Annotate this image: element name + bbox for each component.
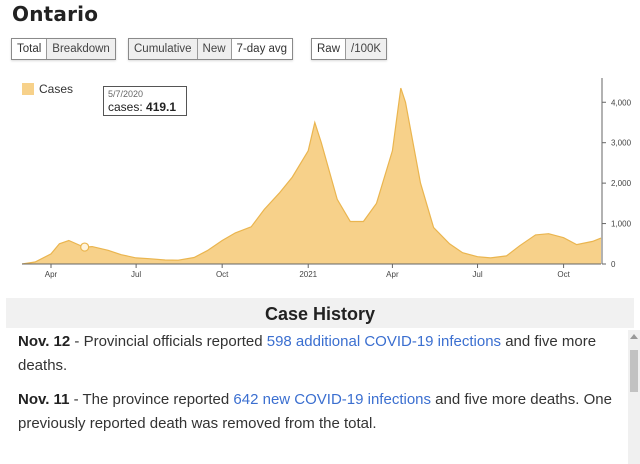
cases-chart[interactable]: 0 1,000 2,000 3,000 4,000 Apr Jul Oct 2021 Apr Jul… <box>0 70 640 288</box>
per-100k-button[interactable]: /100K <box>346 39 387 59</box>
total-breakdown-toggle: Total Breakdown <box>11 38 116 60</box>
entry-text: and five more deaths. <box>18 333 597 374</box>
cumulative-button[interactable]: Cumulative <box>129 39 198 59</box>
x-tick-label: 2021 <box>299 270 317 279</box>
cases-line <box>21 87 602 265</box>
total-button[interactable]: Total <box>12 39 48 59</box>
cases-area <box>22 88 601 264</box>
history-scrollbar[interactable] <box>628 330 640 464</box>
x-tick-label: Apr <box>45 270 58 279</box>
entry-link[interactable]: 598 additional COVID-19 infections <box>266 333 502 350</box>
new-button[interactable]: New <box>197 39 232 59</box>
tooltip-value-line: cases: 419.1 <box>108 100 176 114</box>
y-tick-label: 0 <box>611 260 616 269</box>
cases-area-chart[interactable]: 0 1,000 2,000 3,000 4,000 Apr Jul Oct 2021 Apr Jul… <box>0 70 640 288</box>
history-entry: Nov. 11 - The province reported 642 new … <box>18 388 618 436</box>
tooltip-label: cases: <box>108 100 143 114</box>
legend-label: Cases <box>39 82 74 96</box>
tooltip-value: 419.1 <box>146 100 177 114</box>
scale-toggle: Raw /100K <box>311 38 388 60</box>
entry-link[interactable]: 642 new COVID-19 infections <box>233 391 432 408</box>
scroll-up-arrow-icon[interactable] <box>630 334 638 339</box>
page-title: Ontario <box>12 2 99 26</box>
entry-date: Nov. 11 <box>18 391 70 408</box>
legend-swatch <box>22 83 34 95</box>
metric-mode-toggle: Cumulative New 7-day avg <box>128 38 294 60</box>
y-tick-label: 3,000 <box>611 139 632 148</box>
x-tick-label: Apr <box>386 270 399 279</box>
chart-legend: Cases <box>22 82 73 96</box>
x-tick-label: Oct <box>557 270 570 279</box>
entry-text: and five more deaths. One previously rep… <box>18 391 612 432</box>
y-tick-label: 1,000 <box>611 220 632 229</box>
case-history-heading: Case History <box>6 298 634 328</box>
x-tick-label: Jul <box>131 270 141 279</box>
breakdown-button[interactable]: Breakdown <box>47 39 115 59</box>
entry-text: - Provincial officials reported <box>70 333 267 350</box>
raw-button[interactable]: Raw <box>312 39 347 59</box>
seven-day-avg-button[interactable]: 7-day avg <box>231 39 293 59</box>
y-tick-label: 4,000 <box>611 98 632 107</box>
entry-text: - The province reported <box>69 391 234 408</box>
history-entry: Nov. 12 - Provincial officials reported … <box>18 330 618 378</box>
x-tick-label: Oct <box>216 270 229 279</box>
scroll-thumb[interactable] <box>630 350 638 392</box>
x-tick-label: Jul <box>472 270 482 279</box>
chart-tooltip: 5/7/2020 cases: 419.1 <box>103 86 187 116</box>
tooltip-date: 5/7/2020 <box>108 89 144 99</box>
highlight-point <box>80 242 90 252</box>
case-history-list: Nov. 12 - Provincial officials reported … <box>6 330 626 464</box>
entry-date: Nov. 12 <box>18 333 71 350</box>
y-tick-label: 2,000 <box>611 179 632 188</box>
